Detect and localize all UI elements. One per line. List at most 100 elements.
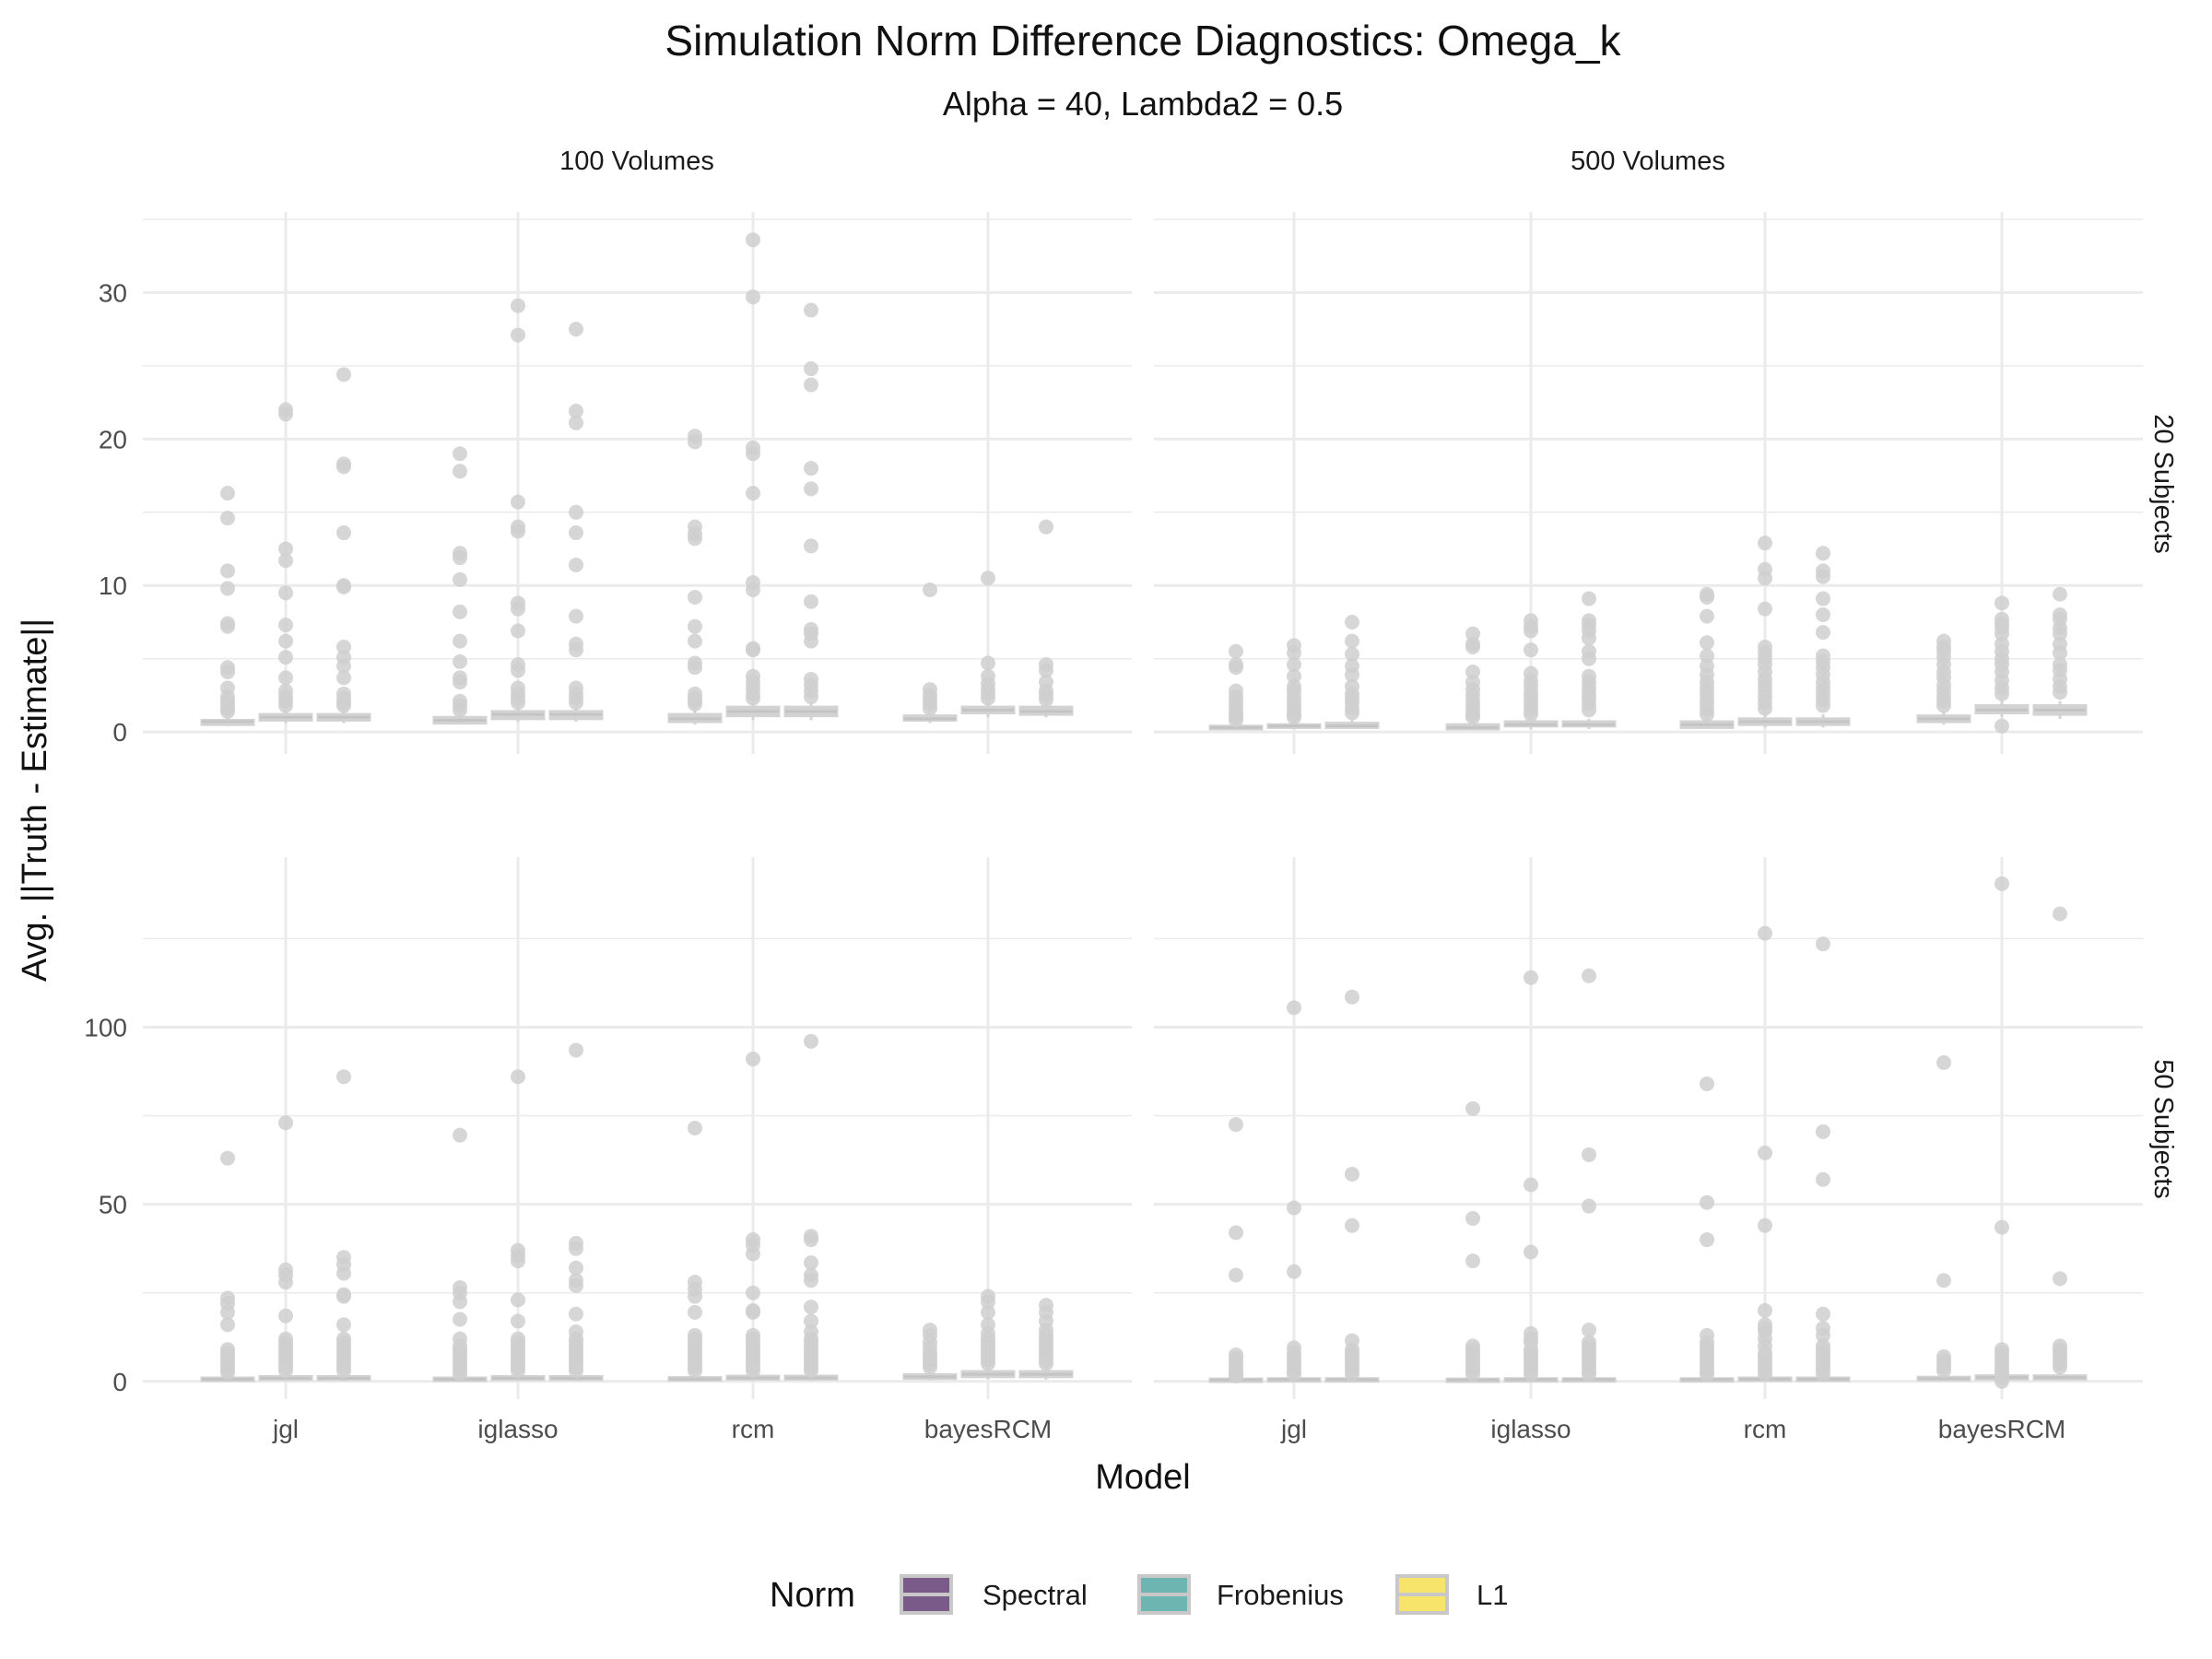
outlier-point (220, 1317, 235, 1333)
outlier-point (569, 1363, 583, 1379)
outlier-point (804, 1313, 818, 1329)
x-tick-label: iglasso (1490, 1415, 1571, 1443)
y-tick-label: 10 (99, 571, 127, 600)
outlier-point (453, 633, 467, 649)
outlier-point (569, 1241, 583, 1256)
panel-20-subjects-500-volumes (1154, 212, 2143, 754)
outlier-point (220, 1304, 235, 1320)
outlier-point (1524, 1244, 1538, 1260)
box-iglasso-l1 (1561, 591, 1617, 729)
outlier-point (336, 525, 351, 541)
outlier-point (688, 1363, 702, 1379)
box-iglasso-l1 (548, 1042, 604, 1382)
outlier-point (1700, 648, 1714, 664)
outlier-point (1700, 1076, 1714, 1091)
outlier-point (453, 653, 467, 669)
outlier-point (2053, 1271, 2067, 1287)
outlier-point (1465, 1253, 1480, 1269)
outlier-point (746, 1363, 760, 1379)
outlier-point (1816, 1306, 1830, 1322)
outlier-point (1582, 702, 1596, 718)
outlier-point (569, 404, 583, 419)
box-iglasso-l1 (548, 322, 604, 723)
x-tick-label: rcm (1744, 1415, 1787, 1443)
outlier-point (746, 486, 760, 501)
outlier-point (278, 541, 293, 557)
outlier-point (453, 702, 467, 718)
outlier-point (804, 1363, 818, 1379)
box-rcm-frobenius (1737, 925, 1793, 1382)
outlier-point (336, 1069, 351, 1085)
outlier-point (981, 1356, 995, 1371)
outlier-point (1816, 607, 1830, 623)
outlier-point (220, 703, 235, 719)
outlier-point (220, 486, 235, 501)
outlier-point (569, 557, 583, 572)
outlier-point (511, 1363, 525, 1379)
outlier-point (688, 1121, 702, 1135)
outlier-point (336, 658, 351, 674)
outlier-point (804, 633, 818, 649)
outlier-point (746, 1285, 760, 1300)
outlier-point (1582, 1323, 1596, 1338)
y-tick-label: 0 (112, 718, 127, 747)
outlier-point (1345, 667, 1359, 683)
outlier-point (804, 594, 818, 609)
chart-subtitle: Alpha = 40, Lambda2 = 0.5 (943, 85, 1343, 123)
outlier-point (1039, 663, 1053, 678)
outlier-point (1582, 591, 1596, 606)
outlier-point (1816, 698, 1830, 713)
outlier-point (1524, 707, 1538, 723)
outlier-point (569, 322, 583, 337)
outlier-point (336, 1265, 351, 1281)
outlier-point (688, 1288, 702, 1304)
outlier-point (569, 1278, 583, 1294)
outlier-point (511, 601, 525, 617)
box-rcm-spectral (1679, 1076, 1735, 1383)
facet-strip-20-subjects: 20 Subjects (2148, 414, 2178, 554)
y-tick-label: 0 (112, 1368, 127, 1396)
outlier-point (1582, 630, 1596, 646)
facet-strip-500-volumes: 500 Volumes (1571, 147, 1725, 176)
outlier-point (804, 361, 818, 377)
outlier-point (1345, 633, 1359, 649)
x-tick-label: iglasso (477, 1415, 558, 1443)
box-iglasso-l1 (1561, 968, 1617, 1383)
y-tick-label: 20 (99, 425, 127, 453)
outlier-point (1229, 1267, 1243, 1283)
legend-label-frobenius: Frobenius (1217, 1579, 1344, 1611)
outlier-point (2053, 685, 2067, 700)
outlier-point (2053, 626, 2067, 641)
outlier-point (804, 302, 818, 318)
outlier-point (1345, 1218, 1359, 1233)
outlier-point (511, 663, 525, 678)
outlier-point (981, 690, 995, 706)
outlier-point (1524, 623, 1538, 639)
outlier-point (569, 415, 583, 430)
outlier-point (1936, 1363, 1951, 1379)
outlier-point (746, 1246, 760, 1262)
outlier-point (220, 511, 235, 526)
box-bayesrcm-frobenius (960, 571, 1016, 718)
outlier-point (278, 670, 293, 686)
outlier-point (1700, 589, 1714, 605)
outlier-point (2053, 1359, 2067, 1375)
outlier-point (1345, 1367, 1359, 1382)
outlier-point (746, 1304, 760, 1320)
outlier-point (569, 525, 583, 541)
outlier-point (1758, 535, 1772, 551)
outlier-point (1287, 1367, 1301, 1382)
outlier-point (1816, 1327, 1830, 1343)
outlier-point (1582, 1198, 1596, 1214)
outlier-point (1700, 608, 1714, 624)
outlier-point (804, 461, 818, 477)
outlier-point (1287, 1000, 1301, 1016)
x-tick-label: rcm (732, 1415, 775, 1443)
outlier-point (278, 1363, 293, 1379)
y-axis-label: Avg. ||Truth - Estimate|| (16, 618, 54, 982)
box-rcm-l1 (1795, 546, 1851, 728)
legend-title: Norm (770, 1576, 855, 1615)
outlier-point (1758, 1367, 1772, 1382)
facet-strip-50-subjects: 50 Subjects (2148, 1059, 2178, 1199)
box-rcm-l1 (783, 1033, 839, 1382)
